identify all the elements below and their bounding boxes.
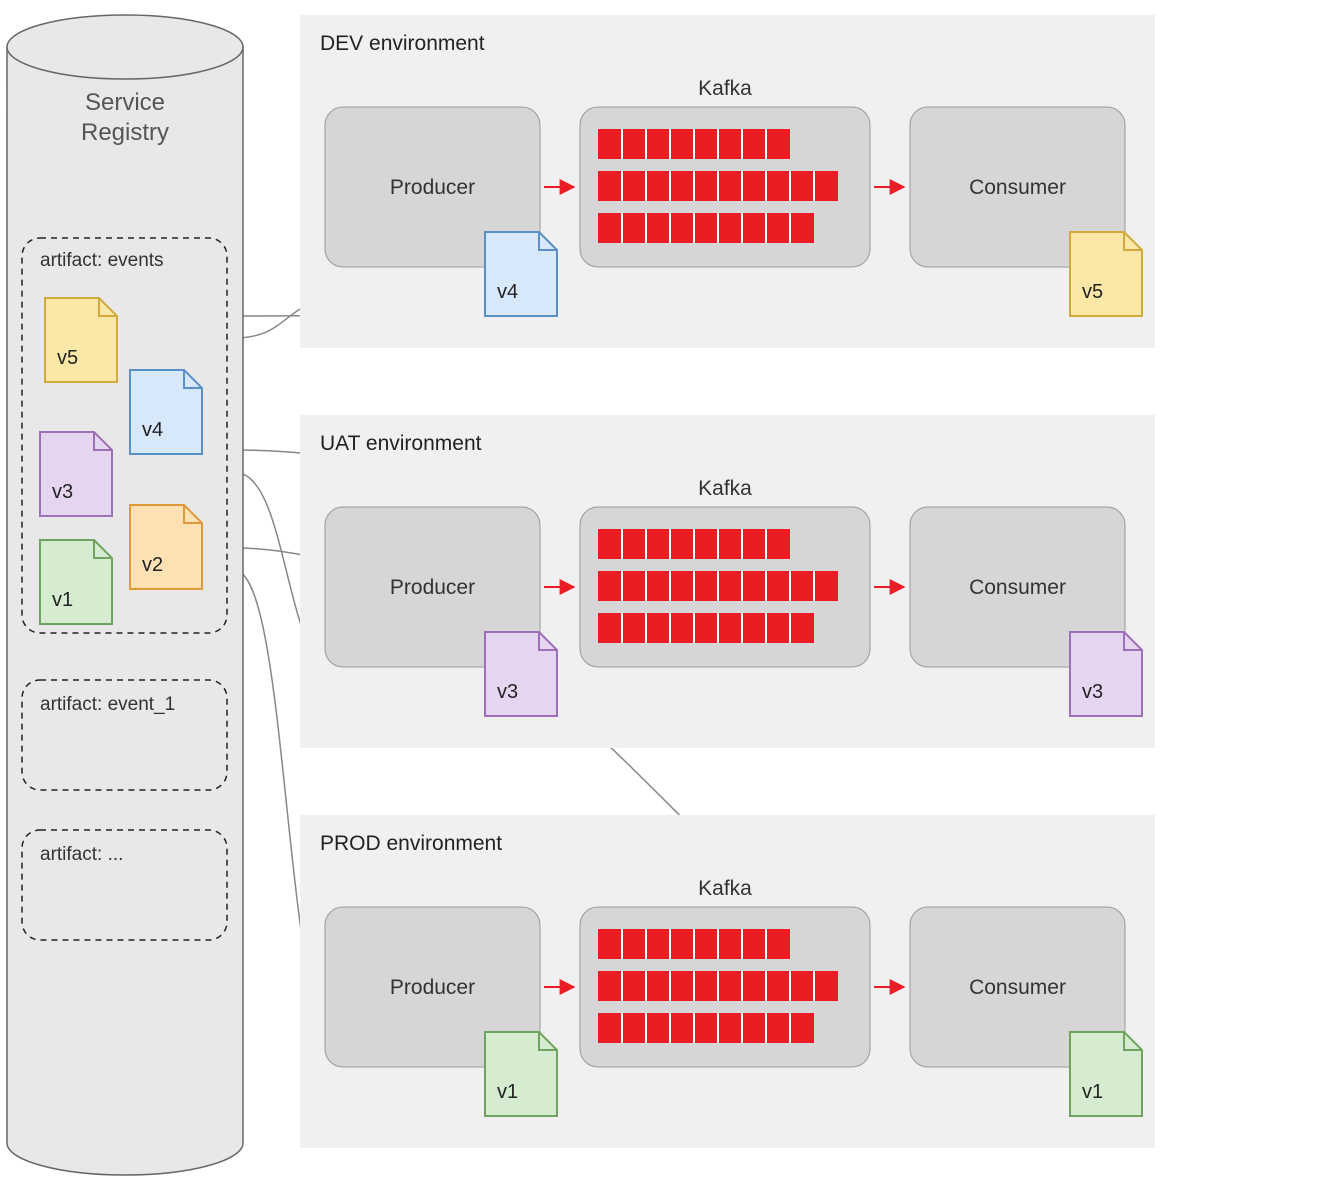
registry-version-v2: v2 bbox=[130, 505, 202, 589]
registry-version-v2-label: v2 bbox=[142, 554, 163, 576]
kafka-label-uat: Kafka bbox=[698, 477, 752, 500]
kafka-row-dev-1 bbox=[598, 171, 838, 201]
consumer-label-dev: Consumer bbox=[969, 176, 1066, 199]
producer-version-uat-label: v3 bbox=[497, 681, 518, 703]
env-prod-label: PROD environment bbox=[320, 832, 502, 855]
artifact-etc-label: artifact: ... bbox=[40, 844, 123, 865]
registry-version-v4: v4 bbox=[130, 370, 202, 454]
producer-label-dev: Producer bbox=[390, 176, 475, 199]
kafka-row-uat-1 bbox=[598, 571, 838, 601]
kafka-row-prod-0 bbox=[598, 929, 790, 959]
consumer-version-prod: v1 bbox=[1070, 1032, 1142, 1116]
kafka-row-dev-0 bbox=[598, 129, 790, 159]
env-dev-label: DEV environment bbox=[320, 32, 485, 55]
consumer-version-uat: v3 bbox=[1070, 632, 1142, 716]
artifact-events-label: artifact: events bbox=[40, 250, 164, 271]
consumer-label-uat: Consumer bbox=[969, 576, 1066, 599]
env-uat: UAT environment Producer Kafka Consumer v3 v3 bbox=[300, 415, 1155, 748]
registry-version-v1: v1 bbox=[40, 540, 112, 624]
kafka-row-uat-2 bbox=[598, 613, 814, 643]
producer-label-uat: Producer bbox=[390, 576, 475, 599]
producer-version-uat: v3 bbox=[485, 632, 557, 716]
kafka-row-uat-0 bbox=[598, 529, 790, 559]
kafka-box-uat bbox=[580, 507, 870, 667]
env-uat-label: UAT environment bbox=[320, 432, 482, 455]
registry-version-v1-label: v1 bbox=[52, 589, 73, 611]
kafka-box-prod bbox=[580, 907, 870, 1067]
consumer-version-prod-label: v1 bbox=[1082, 1081, 1103, 1103]
consumer-version-dev: v5 bbox=[1070, 232, 1142, 316]
registry-version-v5-label: v5 bbox=[57, 347, 78, 369]
artifact-event1-label: artifact: event_1 bbox=[40, 694, 175, 715]
consumer-label-prod: Consumer bbox=[969, 976, 1066, 999]
kafka-row-prod-1 bbox=[598, 971, 838, 1001]
producer-version-prod: v1 bbox=[485, 1032, 557, 1116]
env-dev: DEV environment Producer Kafka Consumer v4 v5 bbox=[300, 15, 1155, 348]
service-registry: Service Registry artifact: events v5 v4 v3 v2 v… bbox=[7, 15, 243, 1175]
kafka-label-dev: Kafka bbox=[698, 77, 752, 100]
consumer-version-uat-label: v3 bbox=[1082, 681, 1103, 703]
registry-version-v3: v3 bbox=[40, 432, 112, 516]
consumer-version-dev-label: v5 bbox=[1082, 281, 1103, 303]
registry-version-v4-label: v4 bbox=[142, 419, 163, 441]
kafka-row-prod-2 bbox=[598, 1013, 814, 1043]
producer-label-prod: Producer bbox=[390, 976, 475, 999]
kafka-row-dev-2 bbox=[598, 213, 814, 243]
kafka-label-prod: Kafka bbox=[698, 877, 752, 900]
registry-title-1: Service bbox=[85, 89, 165, 116]
producer-version-dev: v4 bbox=[485, 232, 557, 316]
registry-version-v3-label: v3 bbox=[52, 481, 73, 503]
env-prod: PROD environment Producer Kafka Consumer v1 v… bbox=[300, 815, 1155, 1148]
registry-version-v5: v5 bbox=[45, 298, 117, 382]
producer-version-prod-label: v1 bbox=[497, 1081, 518, 1103]
kafka-box-dev bbox=[580, 107, 870, 267]
producer-version-dev-label: v4 bbox=[497, 281, 518, 303]
registry-title-2: Registry bbox=[81, 119, 169, 146]
